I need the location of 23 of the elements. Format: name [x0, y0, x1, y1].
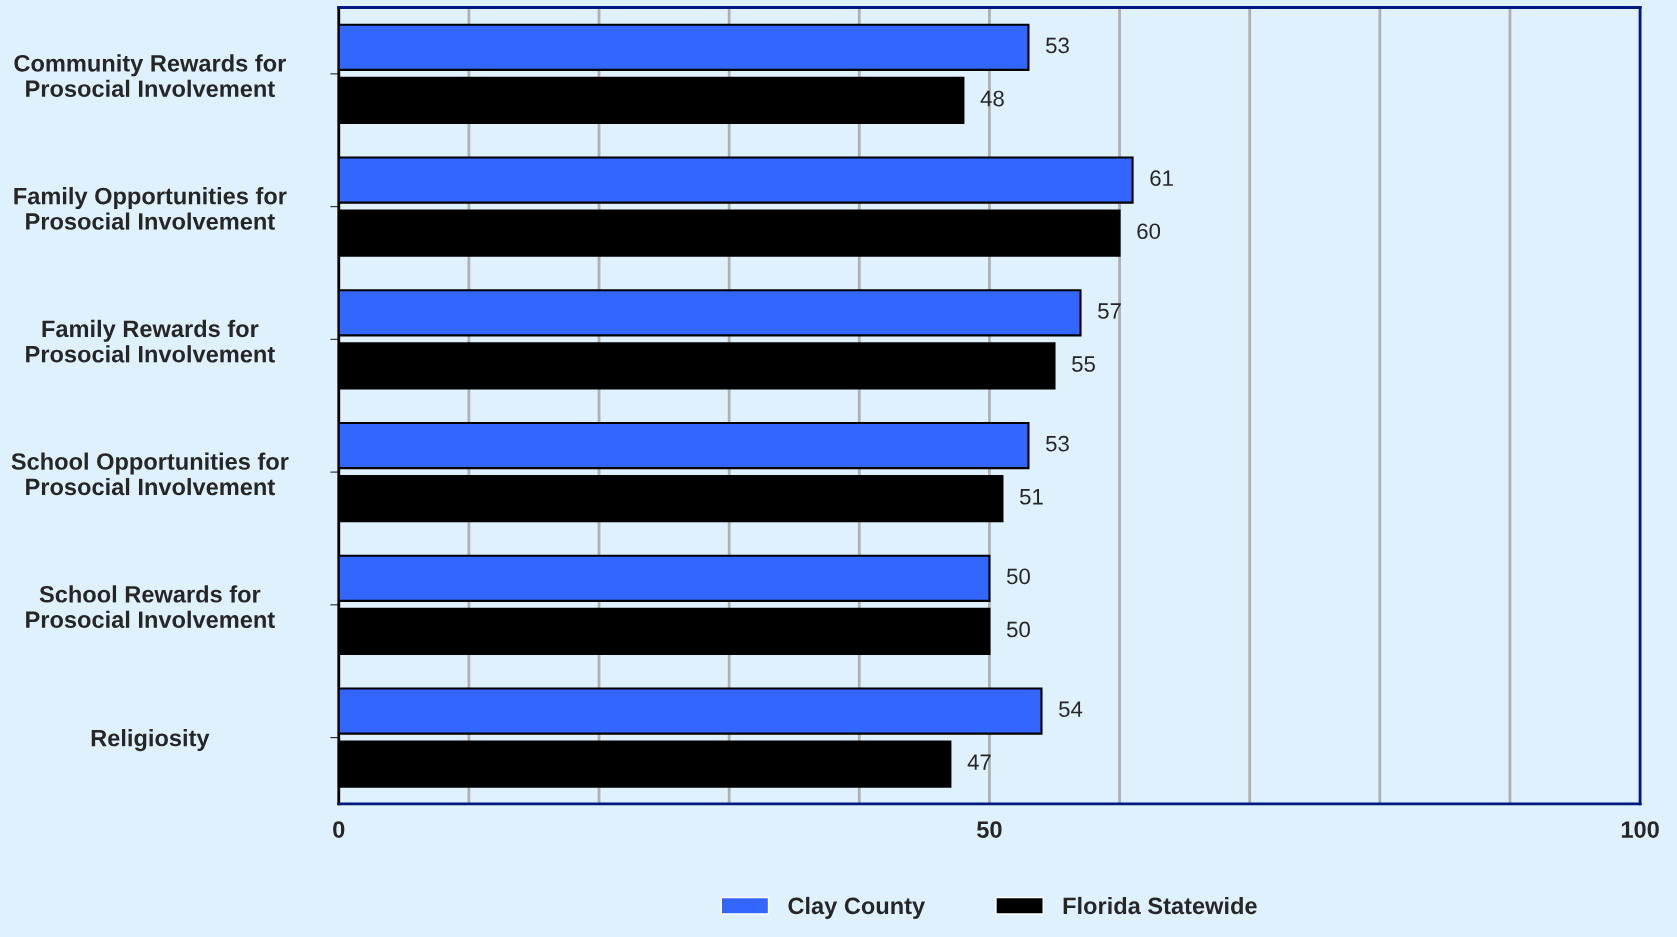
y-tick-label: School Opportunities for Prosocial Involvement: [11, 452, 289, 496]
data-label: 48: [980, 90, 1004, 107]
y-tick-label: Community Rewards for Prosocial Involvement: [14, 54, 286, 98]
data-label: 57: [1098, 303, 1121, 319]
data-label: 51: [1020, 489, 1043, 505]
data-label: 54: [1059, 701, 1083, 717]
legend-label: Florida Statewide: [1063, 896, 1257, 915]
data-label: 47: [967, 754, 991, 770]
data-label: 53: [1046, 435, 1069, 452]
data-label: 61: [1150, 170, 1173, 187]
y-tick-label: Family Rewards for Prosocial Involvement: [26, 319, 275, 363]
data-label: 53: [1046, 37, 1069, 54]
data-label: 50: [1006, 621, 1030, 638]
data-label: 55: [1072, 356, 1095, 372]
y-tick-label: Religiosity: [91, 729, 210, 752]
x-tick-label: 50: [977, 821, 1002, 838]
y-tick-label: School Rewards for Prosocial Involvement: [26, 585, 275, 629]
x-tick-label: 100: [1621, 821, 1659, 838]
data-label: 60: [1137, 223, 1161, 240]
x-tick-label: 0: [333, 821, 345, 838]
legend-label: Clay County: [788, 896, 926, 919]
data-label: 50: [1006, 568, 1030, 585]
y-tick-label: Family Opportunities for Prosocial Involvement: [14, 187, 287, 230]
